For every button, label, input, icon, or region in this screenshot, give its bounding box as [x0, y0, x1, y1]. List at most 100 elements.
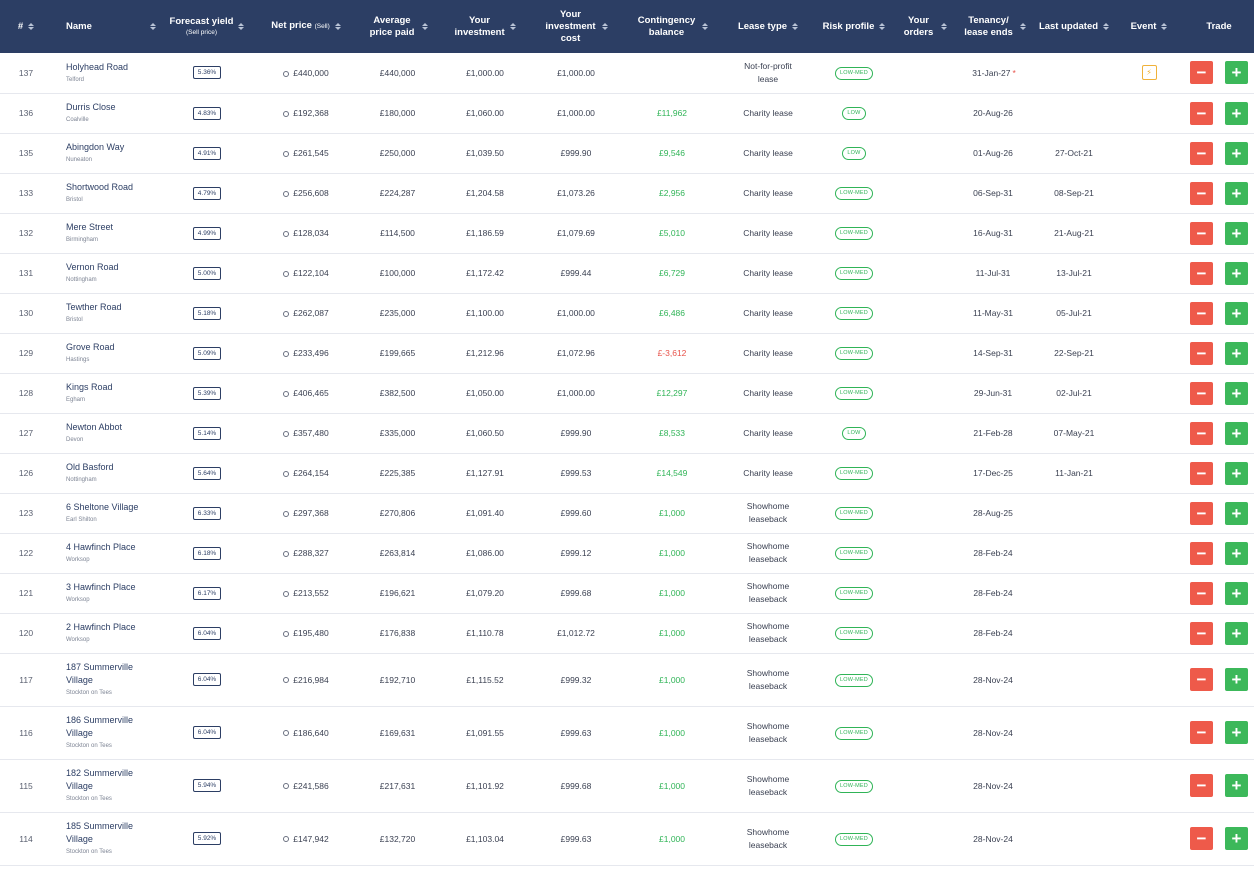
- sell-button[interactable]: −: [1190, 301, 1213, 325]
- property-name[interactable]: Old Basford: [66, 462, 114, 472]
- property-name[interactable]: 2 Hawfinch Place: [66, 622, 136, 632]
- property-cell[interactable]: 186 Summerville Village Stockton on Tees: [52, 706, 157, 759]
- buy-button[interactable]: +: [1225, 61, 1248, 85]
- property-cell[interactable]: 185 Summerville Village Stockton on Tees: [52, 812, 157, 865]
- table-row[interactable]: 129 Grove Road Hastings 5.09% £233,496 £199,6…: [0, 333, 1254, 373]
- sort-icon[interactable]: [238, 23, 245, 30]
- sort-icon[interactable]: [701, 23, 708, 30]
- sort-icon[interactable]: [1161, 23, 1168, 30]
- table-row[interactable]: 114 185 Summerville Village Stockton on Te…: [0, 812, 1254, 865]
- col-header-average-price[interactable]: Average price paid: [355, 0, 440, 53]
- property-name[interactable]: 3 Hawfinch Place: [66, 582, 136, 592]
- sell-button[interactable]: −: [1190, 341, 1213, 365]
- buy-button[interactable]: +: [1225, 461, 1248, 485]
- col-header-your-investment[interactable]: Your investment: [440, 0, 530, 53]
- sell-button[interactable]: −: [1190, 261, 1213, 285]
- col-header-lease-type[interactable]: Lease type: [722, 0, 814, 53]
- col-header-investment-cost[interactable]: Your investment cost: [530, 0, 622, 53]
- property-cell[interactable]: Old Basford Nottingham: [52, 453, 157, 493]
- table-row[interactable]: 117 187 Summerville Village Stockton on Te…: [0, 653, 1254, 706]
- property-cell[interactable]: Grove Road Hastings: [52, 333, 157, 373]
- col-header-number[interactable]: #: [0, 0, 52, 53]
- sell-button[interactable]: −: [1190, 581, 1213, 605]
- property-name[interactable]: Shortwood Road: [66, 182, 134, 192]
- property-name[interactable]: Holyhead Road: [66, 61, 129, 72]
- table-row[interactable]: 136 Durris Close Coalville 4.83% £192,368 £18…: [0, 93, 1254, 133]
- col-header-last-updated[interactable]: Last updated: [1034, 0, 1114, 53]
- buy-button[interactable]: +: [1225, 261, 1248, 285]
- property-cell[interactable]: 3 Hawfinch Place Worksop: [52, 573, 157, 613]
- table-row[interactable]: 123 6 Sheltone Village Earl Shilton 6.33% £2…: [0, 493, 1254, 533]
- buy-button[interactable]: +: [1225, 621, 1248, 645]
- table-row[interactable]: 126 Old Basford Nottingham 5.64% £264,154 £22…: [0, 453, 1254, 493]
- property-cell[interactable]: Shortwood Road Bristol: [52, 173, 157, 213]
- sell-button[interactable]: −: [1190, 541, 1213, 565]
- buy-button[interactable]: +: [1225, 421, 1248, 445]
- table-row[interactable]: 133 Shortwood Road Bristol 4.79% £256,608 £22…: [0, 173, 1254, 213]
- buy-button[interactable]: +: [1225, 668, 1248, 691]
- property-cell[interactable]: 6 Sheltone Village Earl Shilton: [52, 493, 157, 533]
- sell-button[interactable]: −: [1190, 61, 1213, 85]
- sell-button[interactable]: −: [1190, 421, 1213, 445]
- property-name[interactable]: Kings Road: [66, 382, 113, 392]
- buy-button[interactable]: +: [1225, 501, 1248, 525]
- sort-icon[interactable]: [1103, 23, 1110, 30]
- event-icon[interactable]: ⚡: [1141, 65, 1157, 81]
- property-name[interactable]: 6 Sheltone Village: [66, 502, 139, 512]
- buy-button[interactable]: +: [1225, 221, 1248, 245]
- table-row[interactable]: 121 3 Hawfinch Place Worksop 6.17% £213,552 £…: [0, 573, 1254, 613]
- property-cell[interactable]: 4 Hawfinch Place Worksop: [52, 533, 157, 573]
- table-row[interactable]: 132 Mere Street Birmingham 4.99% £128,034 £11…: [0, 213, 1254, 253]
- property-cell[interactable]: Abingdon Way Nuneaton: [52, 133, 157, 173]
- buy-button[interactable]: +: [1225, 581, 1248, 605]
- property-cell[interactable]: Newton Abbot Devon: [52, 413, 157, 453]
- property-name[interactable]: Tewther Road: [66, 302, 122, 312]
- buy-button[interactable]: +: [1225, 541, 1248, 565]
- sort-icon[interactable]: [940, 23, 947, 30]
- col-header-your-orders[interactable]: Your orders: [894, 0, 954, 53]
- property-name[interactable]: Mere Street: [66, 222, 114, 232]
- sell-button[interactable]: −: [1190, 774, 1213, 797]
- sort-icon[interactable]: [334, 23, 341, 30]
- property-cell[interactable]: 187 Summerville Village Stockton on Tees: [52, 653, 157, 706]
- sort-icon[interactable]: [509, 23, 516, 30]
- property-cell[interactable]: Vernon Road Nottingham: [52, 253, 157, 293]
- property-cell[interactable]: Durris Close Coalville: [52, 93, 157, 133]
- buy-button[interactable]: +: [1225, 101, 1248, 125]
- buy-button[interactable]: +: [1225, 141, 1248, 165]
- sell-button[interactable]: −: [1190, 221, 1213, 245]
- col-header-net-price[interactable]: Net price (Sell): [257, 0, 355, 53]
- property-name[interactable]: Abingdon Way: [66, 142, 125, 152]
- property-name[interactable]: Durris Close: [66, 102, 116, 112]
- property-name[interactable]: 182 Summerville Village: [66, 768, 134, 791]
- buy-button[interactable]: +: [1225, 774, 1248, 797]
- table-row[interactable]: 116 186 Summerville Village Stockton on Te…: [0, 706, 1254, 759]
- property-name[interactable]: Grove Road: [66, 342, 115, 352]
- sort-icon[interactable]: [879, 23, 886, 30]
- buy-button[interactable]: +: [1225, 301, 1248, 325]
- sell-button[interactable]: −: [1190, 668, 1213, 691]
- property-cell[interactable]: 182 Summerville Village Stockton on Tees: [52, 759, 157, 812]
- table-row[interactable]: 127 Newton Abbot Devon 5.14% £357,480 £335,00…: [0, 413, 1254, 453]
- col-header-name[interactable]: Name: [52, 0, 157, 53]
- sort-icon[interactable]: [28, 23, 35, 30]
- property-cell[interactable]: Tewther Road Bristol: [52, 293, 157, 333]
- property-name[interactable]: Vernon Road: [66, 262, 119, 272]
- buy-button[interactable]: +: [1225, 721, 1248, 744]
- sort-icon[interactable]: [1019, 23, 1026, 30]
- property-cell[interactable]: Kings Road Egham: [52, 373, 157, 413]
- table-row[interactable]: 135 Abingdon Way Nuneaton 4.91% £261,545 £250…: [0, 133, 1254, 173]
- sell-button[interactable]: −: [1190, 101, 1213, 125]
- sell-button[interactable]: −: [1190, 501, 1213, 525]
- property-cell[interactable]: Mere Street Birmingham: [52, 213, 157, 253]
- buy-button[interactable]: +: [1225, 381, 1248, 405]
- sort-icon[interactable]: [792, 23, 799, 30]
- property-name[interactable]: Newton Abbot: [66, 422, 123, 432]
- table-row[interactable]: 115 182 Summerville Village Stockton on Te…: [0, 759, 1254, 812]
- col-header-event[interactable]: Event: [1114, 0, 1184, 53]
- col-header-forecast-yield[interactable]: Forecast yield (Sell price): [157, 0, 257, 53]
- table-row[interactable]: 120 2 Hawfinch Place Worksop 6.04% £195,480 £…: [0, 613, 1254, 653]
- sort-icon[interactable]: [150, 23, 156, 30]
- sell-button[interactable]: −: [1190, 721, 1213, 744]
- property-name[interactable]: 4 Hawfinch Place: [66, 542, 136, 552]
